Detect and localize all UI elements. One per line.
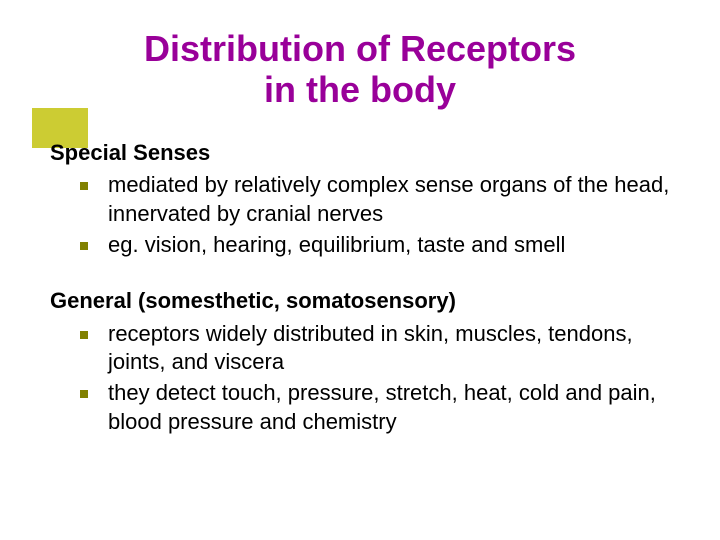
bullet-icon [80,390,88,398]
section-special-senses: Special Senses mediated by relatively co… [50,139,670,259]
bullet-icon [80,242,88,250]
bullet-text: receptors widely distributed in skin, mu… [108,320,670,377]
bullet-icon [80,182,88,190]
bullet-text: eg. vision, hearing, equilibrium, taste … [108,231,565,260]
list-item: receptors widely distributed in skin, mu… [80,320,670,377]
list-item: they detect touch, pressure, stretch, he… [80,379,670,436]
title-line-1: Distribution of Receptors [144,28,576,69]
list-item: eg. vision, hearing, equilibrium, taste … [80,231,670,260]
bullet-text: they detect touch, pressure, stretch, he… [108,379,670,436]
title-line-2: in the body [264,69,456,110]
list-item: mediated by relatively complex sense org… [80,171,670,228]
bullet-icon [80,331,88,339]
slide-container: Distribution of Receptors in the body Sp… [0,0,720,436]
bullet-text: mediated by relatively complex sense org… [108,171,670,228]
slide-title: Distribution of Receptors in the body [50,28,670,111]
section-heading: Special Senses [50,139,670,168]
section-heading: General (somesthetic, somatosensory) [50,287,670,316]
section-general-senses: General (somesthetic, somatosensory) rec… [50,287,670,436]
